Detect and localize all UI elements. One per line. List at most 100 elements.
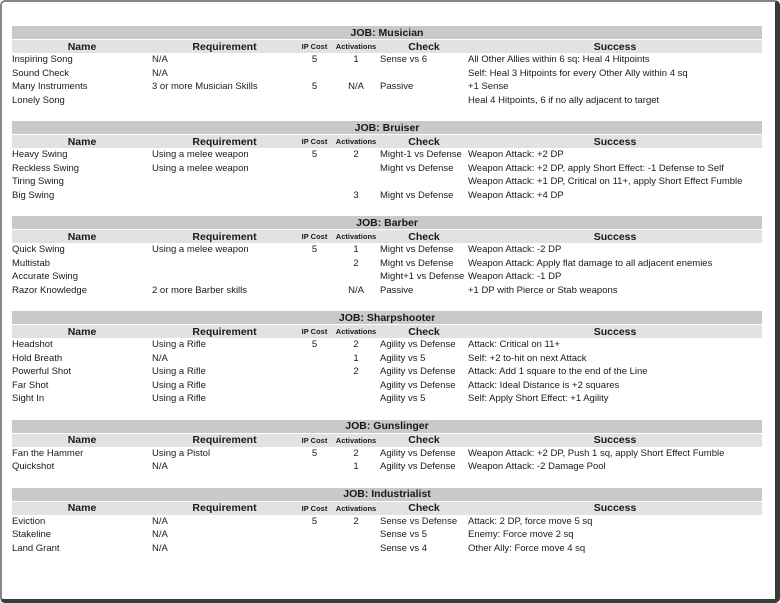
cell-name: Reckless Swing [12,162,80,174]
cell-success: Weapon Attack: +1 DP, Critical on 11+, a… [468,176,743,187]
table-row: Headshot Using a Rifle 5 2 Agility vs Defens… [12,338,762,352]
cell-requirement: N/A [152,461,168,472]
table-row: Sound Check N/A Self: Heal 3 Hitpoints for… [12,67,762,81]
column-header-requirement: Requirement [152,39,297,53]
cell-ip-cost [297,365,332,379]
table-row: Stakeline N/A Sense vs 5 Enemy: Force move … [12,528,762,542]
table-row: Lonely Song Heal 4 Hitpoints, 6 if no all… [12,94,762,108]
job-title: JOB: Sharpshooter [12,311,763,325]
cell-name: Many Instruments [12,81,88,92]
cell-activations: 2 [353,515,359,527]
cell-check: Might vs Defense [380,189,454,201]
cell-ip-cost [297,189,332,203]
cell-success: Self: Heal 3 Hitpoints for every Other A… [468,67,688,79]
cell-ip-cost [297,352,332,366]
cell-ip-cost [297,175,332,189]
column-header-check: Check [380,501,468,515]
cell-name: Accurate Swing [12,271,79,282]
cell-requirement: Using a Pistol [152,447,211,459]
column-header-activations: Activations [332,134,380,148]
cell-check: Agility vs Defense [380,447,456,459]
cell-activations: 1 [353,461,359,472]
cell-ip-cost: 5 [311,339,318,350]
column-header-row: Name Requirement IP Cost Activations Check Su… [12,134,762,148]
cell-success: Attack: Add 1 square to the end of the L… [468,366,648,377]
table-row: Land Grant N/A Sense vs 4 Other Ally: Force… [12,542,762,556]
cell-check [380,94,468,108]
cell-name: Lonely Song [12,94,65,106]
cell-check: Sense vs 6 [380,54,427,65]
cell-activations [332,270,380,284]
cell-success: Weapon Attack: +4 DP [468,189,564,201]
cell-ip-cost [297,542,332,556]
column-header-requirement: Requirement [152,433,297,447]
cell-activations [332,162,380,176]
cell-success: All Other Allies within 6 sq: Heal 4 Hit… [468,54,650,65]
column-header-name: Name [12,229,152,243]
cell-ip-cost: 5 [311,244,318,255]
cell-name: Land Grant [12,542,60,554]
table-row: Powerful Shot Using a Rifle 2 Agility vs De… [12,365,762,379]
column-header-name: Name [12,324,152,338]
cell-name: Multistab [12,257,51,269]
cell-success: Heal 4 Hitpoints, 6 if no ally adjacent … [468,94,660,106]
cell-ip-cost [297,284,332,298]
cell-success: Self: Apply Short Effect: +1 Agility [468,393,609,404]
column-header-check: Check [380,229,468,243]
cell-requirement: Using a melee weapon [152,162,249,174]
column-header-ip-cost: IP Cost [297,433,332,447]
column-header-name: Name [12,501,152,515]
column-header-check: Check [380,433,468,447]
table-row: Big Swing 3 Might vs Defense Weapon Attack:… [12,189,762,203]
cell-activations: 2 [353,339,359,350]
cell-activations [332,175,380,189]
job-title-row: JOB: Gunslinger [12,419,762,434]
cell-check: Passive [380,81,414,92]
job-table: JOB: Industrialist Name Requirement IP Cost… [12,487,763,556]
cell-activations [332,542,380,556]
column-header-ip-cost: IP Cost [297,229,332,243]
cell-ip-cost [297,67,332,81]
table-row: Heavy Swing Using a melee weapon 5 2 Might-1… [12,148,762,162]
column-header-activations: Activations [332,433,380,447]
column-header-name: Name [12,134,152,148]
job-title-row: JOB: Musician [12,26,762,40]
column-header-success: Success [468,39,762,53]
cell-ip-cost: 5 [311,149,318,160]
table-row: Quickshot N/A 1 Agility vs Defense Weapon At… [12,460,762,474]
cell-ip-cost [297,528,332,542]
cell-name: Eviction [12,515,46,527]
cell-ip-cost [297,460,332,474]
table-row: Tiring Swing Weapon Attack: +1 DP, Critic… [12,175,762,189]
table-row: Far Shot Using a Rifle Agility vs Defense A… [12,379,762,393]
table-row: Fan the Hammer Using a Pistol 5 2 Agility vs… [12,447,762,461]
cell-activations [332,379,380,393]
table-row: Hold Breath N/A 1 Agility vs 5 Self: +2 to-h… [12,352,762,366]
cell-name: Heavy Swing [12,149,68,160]
cell-check: Agility vs Defense [380,379,456,391]
job-tables-container: JOB: Musician Name Requirement IP Cost Activ… [12,26,763,569]
cell-check: Might vs Defense [380,244,454,255]
cell-requirement: 2 or more Barber skills [152,284,248,296]
table-row: Sight In Using a Rifle Agility vs 5 Self: A… [12,392,762,406]
cell-success: +1 DP with Pierce or Stab weapons [468,284,618,296]
table-row: Reckless Swing Using a melee weapon Might … [12,162,762,176]
cell-check [380,175,468,189]
cell-name: Inspiring Song [12,54,73,65]
cell-check: Agility vs 5 [380,393,426,404]
job-title-row: JOB: Barber [12,216,763,230]
cell-requirement: N/A [152,515,168,527]
table-row: Accurate Swing Might+1 vs Defense Weapon A… [12,270,762,284]
table-row: Many Instruments 3 or more Musician Skill… [12,80,762,94]
cell-requirement: Using a Rifle [152,339,206,350]
table-row: Quick Swing Using a melee weapon 5 1 Might v… [12,243,762,257]
cell-activations [332,528,380,542]
cell-requirement: Using a melee weapon [152,149,249,160]
cell-activations: N/A [348,81,364,92]
column-header-row: Name Requirement IP Cost Activations Check Su… [12,229,763,243]
cell-requirement [152,94,297,108]
cell-name: Sight In [12,393,45,404]
cell-activations: 2 [353,257,359,269]
cell-success: Other Ally: Force move 4 sq [468,542,586,554]
